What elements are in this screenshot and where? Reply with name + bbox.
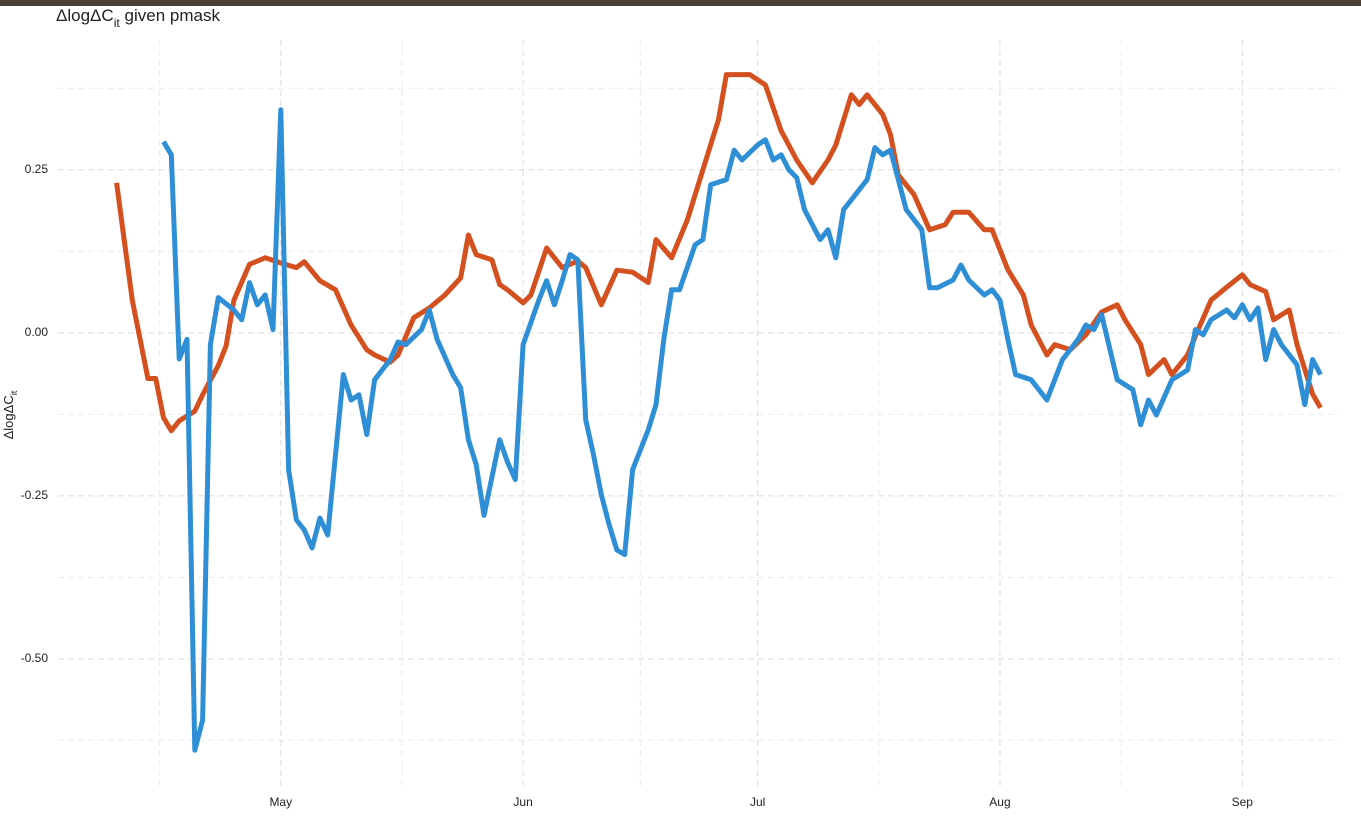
chart-title: ΔlogΔCit given pmask <box>56 6 220 30</box>
y-tick-label: -0.50 <box>21 651 49 665</box>
text-part: ΔlogΔC <box>1 395 16 439</box>
series-line <box>114 72 1323 434</box>
x-tick-label: May <box>269 795 292 809</box>
text-part: given pmask <box>120 6 221 25</box>
subscript: it <box>9 390 19 395</box>
window-bar <box>0 0 1361 6</box>
subscript: it <box>114 16 121 30</box>
x-tick-label: Aug <box>989 795 1010 809</box>
x-tick-label: Jun <box>513 795 532 809</box>
text-part: ΔlogΔC <box>56 6 114 25</box>
x-tick-label: Sep <box>1232 795 1254 809</box>
y-axis-label: ΔlogΔCit <box>1 390 19 439</box>
x-tick-label: Jul <box>750 795 765 809</box>
y-tick-label: 0.25 <box>25 162 49 176</box>
series-line <box>161 107 1323 753</box>
y-tick-label: 0.00 <box>25 325 49 339</box>
y-tick-label: -0.25 <box>21 488 49 502</box>
